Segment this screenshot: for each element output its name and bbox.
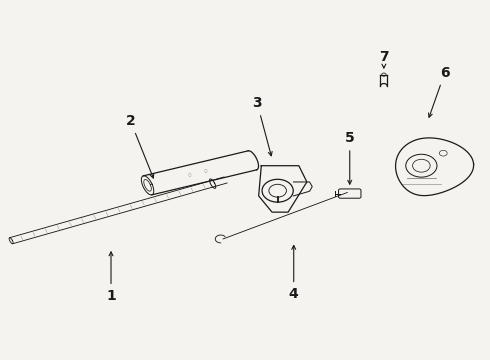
Text: 1: 1 — [106, 252, 116, 303]
Text: 4: 4 — [289, 246, 298, 301]
Text: 5: 5 — [345, 131, 355, 184]
Text: 2: 2 — [125, 114, 154, 178]
Text: ○: ○ — [188, 174, 191, 177]
Text: ○: ○ — [203, 170, 207, 174]
Text: 6: 6 — [429, 66, 449, 117]
Text: 3: 3 — [252, 96, 272, 156]
Text: 7: 7 — [379, 50, 389, 68]
